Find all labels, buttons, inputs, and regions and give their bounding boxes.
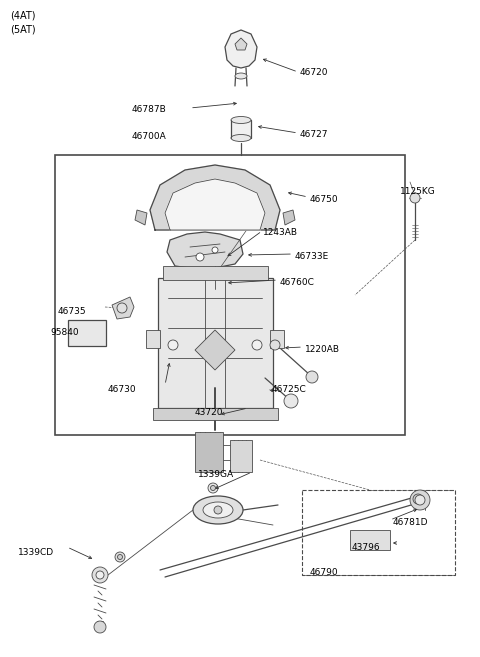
Circle shape — [196, 253, 204, 261]
Circle shape — [212, 279, 218, 286]
Polygon shape — [165, 179, 265, 230]
Polygon shape — [135, 210, 147, 225]
Text: 43720: 43720 — [195, 408, 224, 417]
Ellipse shape — [235, 73, 247, 79]
Ellipse shape — [231, 116, 251, 124]
Text: 46760C: 46760C — [280, 278, 315, 287]
Text: (5AT): (5AT) — [10, 24, 36, 34]
Bar — [302, 490, 455, 575]
Text: 46735: 46735 — [58, 307, 86, 316]
Circle shape — [270, 340, 280, 350]
Circle shape — [115, 552, 125, 562]
Circle shape — [168, 340, 178, 350]
Bar — [231, 120, 251, 138]
Polygon shape — [150, 165, 280, 230]
Text: (4AT): (4AT) — [10, 10, 36, 20]
Bar — [270, 330, 284, 348]
Text: 95840: 95840 — [50, 328, 79, 337]
Circle shape — [410, 193, 420, 203]
Text: 46700A: 46700A — [132, 132, 167, 141]
Polygon shape — [225, 30, 257, 68]
Ellipse shape — [203, 502, 233, 518]
Circle shape — [413, 494, 423, 504]
Text: 46727: 46727 — [300, 130, 328, 139]
Bar — [230, 440, 252, 472]
Bar — [195, 432, 223, 472]
Bar — [158, 278, 273, 408]
Text: 1220AB: 1220AB — [305, 345, 340, 354]
Text: 46733E: 46733E — [295, 252, 329, 261]
Text: 46787B: 46787B — [132, 105, 167, 114]
Circle shape — [208, 275, 222, 289]
Circle shape — [415, 495, 425, 505]
Bar — [55, 155, 405, 435]
Text: 46781D: 46781D — [393, 518, 429, 527]
Polygon shape — [112, 297, 134, 319]
Circle shape — [214, 506, 222, 514]
Circle shape — [212, 247, 218, 253]
Circle shape — [410, 490, 430, 510]
Circle shape — [118, 555, 122, 560]
Text: 1243AB: 1243AB — [263, 228, 298, 237]
Text: 1339CD: 1339CD — [18, 548, 54, 557]
Circle shape — [92, 567, 108, 583]
Circle shape — [96, 571, 104, 579]
Polygon shape — [195, 330, 235, 370]
Ellipse shape — [193, 496, 243, 524]
Bar — [350, 530, 390, 550]
Bar — [146, 330, 160, 348]
Polygon shape — [235, 38, 247, 50]
Circle shape — [94, 621, 106, 633]
Circle shape — [306, 371, 318, 383]
Circle shape — [208, 483, 218, 493]
Circle shape — [117, 303, 127, 313]
Bar — [163, 266, 268, 280]
Text: 46750: 46750 — [310, 195, 338, 204]
Circle shape — [211, 486, 216, 491]
Bar — [153, 408, 278, 420]
Circle shape — [252, 340, 262, 350]
Text: 46725C: 46725C — [272, 385, 307, 394]
Text: 46730: 46730 — [108, 385, 137, 394]
Ellipse shape — [231, 135, 251, 141]
Text: 46790: 46790 — [310, 568, 338, 577]
Bar — [68, 320, 106, 346]
Text: 1125KG: 1125KG — [400, 187, 436, 196]
Circle shape — [284, 394, 298, 408]
Polygon shape — [167, 232, 243, 270]
Text: 43796: 43796 — [352, 543, 381, 552]
Text: 46720: 46720 — [300, 68, 328, 77]
Text: 1339GA: 1339GA — [198, 470, 234, 479]
Polygon shape — [283, 210, 295, 225]
